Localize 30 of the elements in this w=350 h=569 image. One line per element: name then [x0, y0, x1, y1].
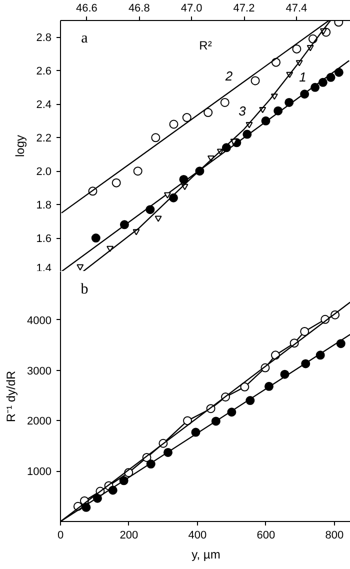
y-tick-label: 2000: [27, 416, 52, 428]
x-tick-label: 0: [57, 530, 64, 542]
x-tick-label: 47.0: [180, 2, 202, 14]
x-tick-label: 800: [325, 530, 344, 542]
annotation: a: [81, 30, 88, 46]
y-tick-label: 2.8: [36, 32, 52, 44]
x-tick-label: 600: [256, 530, 276, 542]
annotation: b: [80, 282, 88, 298]
y-tick-label: 1.6: [36, 233, 52, 246]
x-tick-label: 400: [188, 530, 207, 542]
x-tick-label: 46.8: [128, 2, 150, 14]
y-axis-title: logy: [13, 134, 28, 158]
y-tick-label: 1.8: [36, 200, 52, 212]
y-tick-label: 3000: [27, 365, 52, 378]
y-tick-label: 2.4: [36, 99, 52, 112]
series-label: 3: [238, 104, 247, 119]
series-label: 2: [224, 68, 234, 84]
x-tick-label: 200: [120, 530, 138, 542]
x-axis-title: y, µm: [192, 548, 220, 562]
x-tick-label: 47.4: [286, 2, 308, 14]
y-tick-label: 1000: [27, 466, 52, 478]
x-tick-label: 46.6: [76, 2, 98, 14]
x-tick-label: 47.2: [233, 2, 255, 14]
y-tick-label: 4000: [27, 314, 52, 327]
x-axis-title: R²: [199, 38, 212, 52]
y-axis-title: R⁻¹ dy/dR: [4, 370, 18, 422]
y-tick-label: 2.6: [36, 66, 52, 78]
y-tick-label: 2.2: [36, 132, 52, 145]
series-label: 1: [299, 70, 306, 85]
y-tick-label: 2.0: [36, 166, 52, 178]
